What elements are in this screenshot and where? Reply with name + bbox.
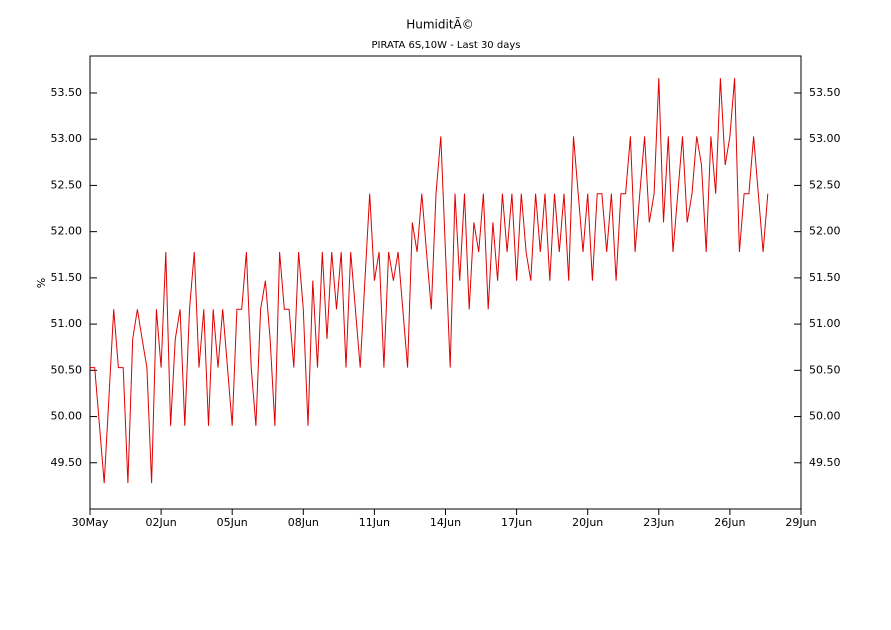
y2-tick-label: 52.50 xyxy=(809,178,841,191)
y-tick-label: 52.00 xyxy=(51,225,83,238)
x-tick-label: 30May xyxy=(72,516,109,529)
x-tick-label: 02Jun xyxy=(146,516,177,529)
y2-tick-label: 51.00 xyxy=(809,317,841,330)
x-tick-label: 17Jun xyxy=(501,516,532,529)
x-tick-label: 08Jun xyxy=(288,516,319,529)
x-tick-label: 14Jun xyxy=(430,516,461,529)
plot-frame xyxy=(89,55,802,510)
chart-subtitle: PIRATA 6S,10W - Last 30 days xyxy=(372,40,521,51)
y2-tick-label: 53.50 xyxy=(809,86,841,99)
chart-title: HumiditÃ© xyxy=(406,17,474,32)
y-tick-label: 53.50 xyxy=(51,86,83,99)
y2-tick-label: 53.00 xyxy=(809,132,841,145)
y-tick-label: 49.50 xyxy=(51,456,83,469)
x-tick-label: 23Jun xyxy=(643,516,674,529)
y-tick-label: 52.50 xyxy=(51,178,83,191)
y2-tick-label: 49.50 xyxy=(809,456,841,469)
x-tick-label: 11Jun xyxy=(359,516,390,529)
y2-tick-label: 50.00 xyxy=(809,410,841,423)
y2-tick-label: 50.50 xyxy=(809,363,841,376)
x-tick-label: 29Jun xyxy=(785,516,816,529)
y2-tick-label: 51.50 xyxy=(809,271,841,284)
x-tick-label: 26Jun xyxy=(714,516,745,529)
data-line xyxy=(90,78,769,484)
x-tick-label: 20Jun xyxy=(572,516,603,529)
y-tick-label: 50.00 xyxy=(51,410,83,423)
y-tick-label: 51.50 xyxy=(51,271,83,284)
y-tick-label: 51.00 xyxy=(51,317,83,330)
y2-tick-label: 52.00 xyxy=(809,225,841,238)
y-axis-label: % xyxy=(35,278,48,288)
y-tick-label: 53.00 xyxy=(51,132,83,145)
y-tick-label: 50.50 xyxy=(51,363,83,376)
x-tick-label: 05Jun xyxy=(217,516,248,529)
